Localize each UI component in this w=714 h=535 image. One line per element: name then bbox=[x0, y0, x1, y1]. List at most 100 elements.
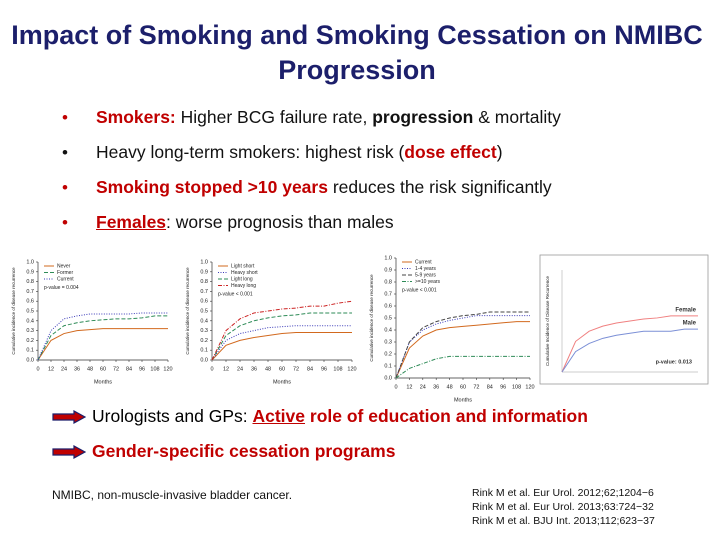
legend-label: Light long bbox=[231, 276, 253, 282]
bullet-dot: • bbox=[62, 108, 68, 127]
x-tick-label: 108 bbox=[333, 366, 342, 372]
x-tick-label: 96 bbox=[321, 366, 327, 372]
legend-label: Never bbox=[57, 263, 71, 269]
bullet-item: • Smoking stopped >10 years reduces the r… bbox=[62, 170, 561, 205]
y-tick-label: 0.1 bbox=[384, 363, 392, 369]
y-axis-label: Cumulative incidence of disease recurren… bbox=[11, 267, 16, 355]
p-value: p-value = 0.004 bbox=[44, 285, 79, 291]
y-tick-label: 0.4 bbox=[384, 327, 392, 333]
y-tick-label: 0.0 bbox=[384, 375, 392, 381]
legend-label: Heavy short bbox=[231, 270, 258, 276]
text-run: Higher BCG failure rate, bbox=[175, 107, 373, 127]
text-run: role of education and information bbox=[305, 406, 588, 426]
arrow-icon bbox=[52, 444, 86, 459]
text-run: Urologists and GPs: bbox=[92, 406, 253, 426]
reference: Rink M et al. BJU Int. 2013;112;623−37 bbox=[472, 515, 655, 527]
x-tick-label: 60 bbox=[460, 384, 466, 390]
y-axis-label: Cumulative Incidence of Disease Recurren… bbox=[545, 275, 550, 366]
x-tick-label: 24 bbox=[61, 366, 67, 372]
series-line bbox=[561, 328, 698, 373]
x-tick-label: 36 bbox=[433, 384, 439, 390]
y-tick-label: 0.3 bbox=[26, 328, 34, 334]
y-tick-label: 1.0 bbox=[200, 259, 208, 265]
text-run: Heavy long-term smokers: highest risk ( bbox=[96, 142, 405, 162]
text-run: Smokers: bbox=[96, 107, 176, 127]
x-tick-label: 60 bbox=[279, 366, 285, 372]
legend-label: 5-9 years bbox=[415, 272, 436, 278]
x-tick-label: 108 bbox=[512, 384, 521, 390]
bullet-dot: • bbox=[62, 143, 68, 162]
y-tick-label: 0.1 bbox=[26, 348, 34, 354]
x-tick-label: 36 bbox=[251, 366, 257, 372]
y-tick-label: 1.0 bbox=[26, 259, 34, 265]
x-tick-label: 0 bbox=[210, 366, 213, 372]
y-tick-label: 0.2 bbox=[26, 338, 34, 344]
text-run: dose effect bbox=[404, 142, 497, 162]
x-tick-label: 72 bbox=[113, 366, 119, 372]
x-tick-label: 48 bbox=[87, 366, 93, 372]
y-tick-label: 0.6 bbox=[26, 299, 34, 305]
x-axis-label: Months bbox=[94, 379, 112, 385]
y-tick-label: 0.6 bbox=[200, 299, 208, 305]
arrow-row: Urologists and GPs: Active role of educa… bbox=[52, 406, 588, 427]
text-run: Active bbox=[252, 406, 306, 426]
text-run: progression bbox=[372, 107, 474, 127]
y-tick-label: 0.7 bbox=[26, 289, 34, 295]
legend-label: Light short bbox=[231, 263, 255, 269]
series-line bbox=[37, 328, 168, 361]
x-tick-label: 96 bbox=[500, 384, 506, 390]
y-tick-label: 0.1 bbox=[200, 348, 208, 354]
text-run: Females bbox=[96, 212, 167, 232]
bullet-dot: • bbox=[62, 213, 68, 232]
text-run: reduces the risk significantly bbox=[327, 177, 552, 197]
y-tick-label: 0.0 bbox=[26, 357, 34, 363]
x-tick-label: 60 bbox=[100, 366, 106, 372]
series-line bbox=[211, 300, 353, 361]
x-tick-label: 24 bbox=[237, 366, 243, 372]
x-tick-label: 120 bbox=[347, 366, 356, 372]
references: Rink M et al. Eur Urol. 2012;62;1204−6 Ri… bbox=[472, 486, 655, 528]
legend-label: Current bbox=[57, 276, 74, 282]
bullet-item: • Females: worse prognosis than males bbox=[62, 205, 561, 240]
legend-label: >=10 years bbox=[415, 279, 441, 285]
y-tick-label: 0.6 bbox=[384, 303, 392, 309]
x-tick-label: 84 bbox=[487, 384, 493, 390]
line-label: Male bbox=[683, 321, 697, 327]
y-tick-label: 0.7 bbox=[200, 289, 208, 295]
text-run: & mortality bbox=[473, 107, 561, 127]
y-tick-label: 0.9 bbox=[384, 267, 392, 273]
y-tick-label: 0.5 bbox=[384, 315, 392, 321]
y-tick-label: 0.3 bbox=[200, 328, 208, 334]
text-run: ) bbox=[496, 142, 503, 162]
bullet-dot: • bbox=[62, 178, 68, 197]
x-tick-label: 36 bbox=[74, 366, 80, 372]
x-tick-label: 48 bbox=[447, 384, 453, 390]
line-label: Female bbox=[675, 307, 696, 313]
y-tick-label: 1.0 bbox=[384, 255, 392, 261]
x-axis-label: Months bbox=[273, 379, 291, 385]
y-tick-label: 0.9 bbox=[26, 269, 34, 275]
legend-label: Former bbox=[57, 270, 73, 276]
legend-label: Heavy long bbox=[231, 283, 256, 289]
arrow-icon bbox=[52, 409, 86, 424]
series-line bbox=[37, 312, 168, 361]
y-tick-label: 0.8 bbox=[200, 279, 208, 285]
x-tick-label: 84 bbox=[126, 366, 132, 372]
legend-label: Current bbox=[415, 259, 432, 265]
y-tick-label: 0.4 bbox=[26, 318, 34, 324]
reference: Rink M et al. Eur Urol. 2012;62;1204−6 bbox=[472, 487, 654, 499]
arrow-row: Gender-specific cessation programs bbox=[52, 441, 395, 462]
y-tick-label: 0.0 bbox=[200, 357, 208, 363]
x-tick-label: 48 bbox=[265, 366, 271, 372]
y-tick-label: 0.2 bbox=[384, 351, 392, 357]
x-tick-label: 84 bbox=[307, 366, 313, 372]
legend-label: 1-4 years bbox=[415, 266, 436, 272]
series-line bbox=[395, 355, 530, 379]
x-tick-label: 12 bbox=[406, 384, 412, 390]
y-tick-label: 0.4 bbox=[200, 318, 208, 324]
y-tick-label: 0.8 bbox=[384, 279, 392, 285]
p-value: p-value: 0.013 bbox=[656, 359, 692, 365]
text-run: : worse prognosis than males bbox=[166, 212, 394, 232]
p-value: p-value < 0.001 bbox=[402, 287, 437, 293]
